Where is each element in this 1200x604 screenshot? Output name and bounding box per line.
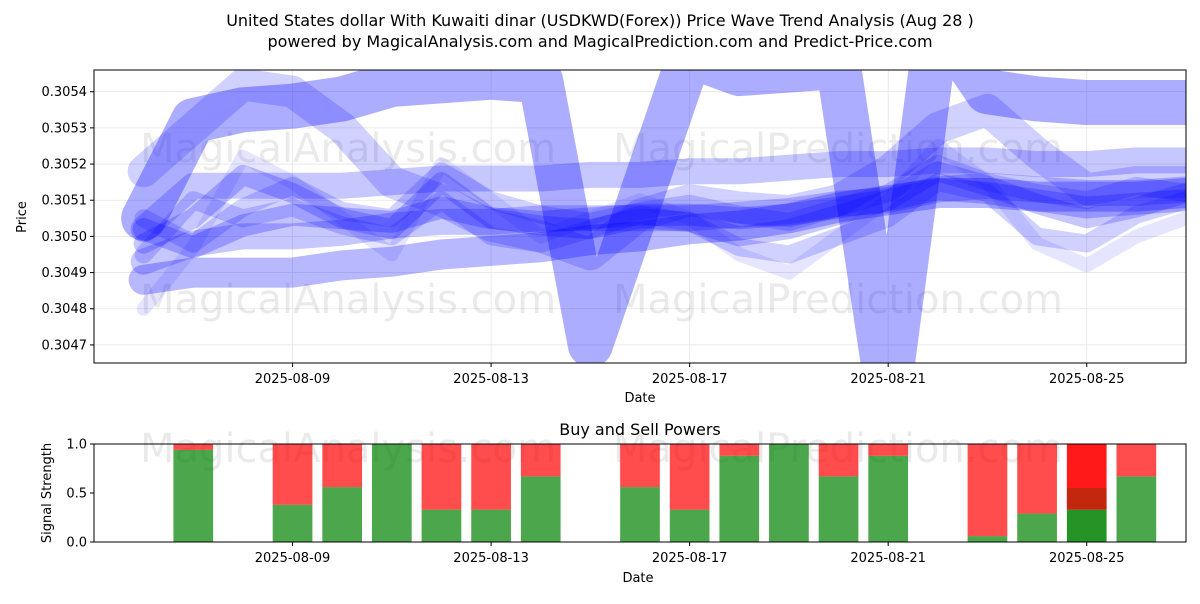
buy-power-bar (719, 455, 760, 542)
sell-power-bar (322, 444, 363, 488)
price-y-axis-label: Price (15, 201, 30, 233)
sell-power-bar (868, 444, 909, 456)
chart-title-line2: powered by MagicalAnalysis.com and Magic… (267, 32, 932, 51)
sell-power-bar (669, 444, 710, 510)
sell-power-bar (471, 444, 511, 510)
buy-sell-y-tick-label: 0.5 (66, 487, 87, 502)
sell-power-bar (421, 444, 462, 510)
wave-series-line (130, 147, 1186, 243)
buy-power-bar (868, 455, 909, 542)
wave-series-line (134, 155, 1186, 253)
wave-series-line (136, 138, 1186, 316)
price-y-tick-label: 0.3049 (42, 266, 88, 281)
buy-power-bar (322, 487, 363, 542)
buy-power-bar (669, 509, 710, 542)
sell-power-bar (520, 444, 561, 477)
buy-power-bar (620, 487, 660, 542)
chart-title-line1: United States dollar With Kuwaiti dinar … (226, 11, 974, 30)
price-y-tick-label: 0.3054 (42, 85, 88, 100)
price-wave-panel: MagicalAnalysis.com MagicalPrediction.co… (15, 69, 1187, 406)
price-y-tick-label: 0.3048 (42, 302, 88, 317)
buy-sell-y-tick-label: 1.0 (66, 438, 87, 453)
price-y-axis: 0.3047 0.3048 0.3049 0.3050 0.3051 0.3052 0.30… (42, 85, 94, 353)
price-y-tick-label: 0.3051 (42, 194, 88, 209)
buy-power-bar (1116, 476, 1157, 542)
buy-power-bar (272, 504, 313, 542)
buy-sell-panel: Buy and Sell Powers MagicalAnalysis.com … (40, 420, 1187, 586)
buy-sell-x-axis-label: Date (622, 571, 653, 586)
price-x-axis-label: Date (624, 391, 655, 406)
buy-power-bar (1066, 509, 1107, 542)
buy-sell-x-tick-label: 2025-08-13 (453, 551, 529, 566)
watermark-text: MagicalAnalysis.com (140, 277, 556, 323)
price-x-tick-label: 2025-08-21 (850, 372, 926, 387)
buy-sell-bars (173, 444, 1157, 542)
buy-power-bar (421, 509, 462, 542)
wave-series-line (132, 178, 1186, 259)
sell-power-bar (620, 444, 660, 488)
buy-power-bar (1017, 513, 1057, 542)
price-y-tick-label: 0.3050 (42, 230, 88, 245)
price-y-tick-label: 0.3047 (42, 338, 88, 353)
watermark-text: MagicalAnalysis.com (140, 126, 556, 172)
buy-power-bar (769, 444, 809, 542)
buy-power-bar (471, 509, 511, 542)
watermark-group: MagicalAnalysis.com MagicalPrediction.co… (140, 126, 1063, 323)
sell-power-bar (719, 444, 760, 456)
sell-power-bar (967, 444, 1008, 537)
price-x-axis: 2025-08-09 2025-08-13 2025-08-17 2025-08-21… (255, 363, 1125, 387)
overlap-power-bar (1066, 488, 1107, 510)
sell-power-bar (1017, 444, 1057, 514)
buy-sell-x-tick-label: 2025-08-17 (652, 551, 728, 566)
price-grid (94, 70, 1186, 363)
wave-series-line (134, 173, 1186, 264)
price-plot-frame (93, 69, 1187, 364)
wave-series-line (121, 70, 1186, 363)
sell-power-bar (1116, 444, 1157, 477)
sell-power-bar (1066, 444, 1107, 510)
wave-series-line (133, 161, 1186, 254)
buy-sell-x-tick-label: 2025-08-09 (255, 551, 331, 566)
wave-series-line (130, 172, 1186, 275)
wave-series-line (128, 177, 1186, 295)
price-x-tick-label: 2025-08-25 (1049, 372, 1125, 387)
buy-power-bar (371, 444, 412, 542)
price-y-tick-label: 0.3053 (42, 121, 88, 136)
buy-power-bar (818, 476, 859, 542)
wave-series-line (127, 70, 1186, 271)
price-y-tick-label: 0.3052 (42, 158, 88, 173)
buy-power-bar (173, 449, 214, 542)
sell-power-bar (173, 444, 214, 450)
buy-sell-x-axis: 2025-08-09 2025-08-13 2025-08-17 2025-08-21… (255, 542, 1125, 566)
sell-power-bar (818, 444, 859, 477)
watermark-text: MagicalPrediction.com (613, 277, 1063, 323)
price-x-tick-label: 2025-08-09 (255, 372, 331, 387)
buy-sell-y-axis: 0.0 0.5 1.0 (66, 438, 94, 551)
buy-sell-x-tick-label: 2025-08-21 (850, 551, 926, 566)
watermark-text: MagicalPrediction.com (613, 126, 1063, 172)
buy-power-bar (967, 536, 1008, 542)
price-x-tick-label: 2025-08-13 (453, 372, 529, 387)
buy-sell-x-tick-label: 2025-08-25 (1049, 551, 1125, 566)
buy-sell-title: Buy and Sell Powers (559, 420, 721, 439)
buy-sell-y-axis-label: Signal Strength (40, 443, 55, 543)
buy-sell-y-tick-label: 0.0 (66, 536, 87, 551)
buy-power-bar (520, 476, 561, 542)
price-x-tick-label: 2025-08-17 (652, 372, 728, 387)
wave-series-group (121, 70, 1186, 363)
sell-power-bar (272, 444, 313, 505)
